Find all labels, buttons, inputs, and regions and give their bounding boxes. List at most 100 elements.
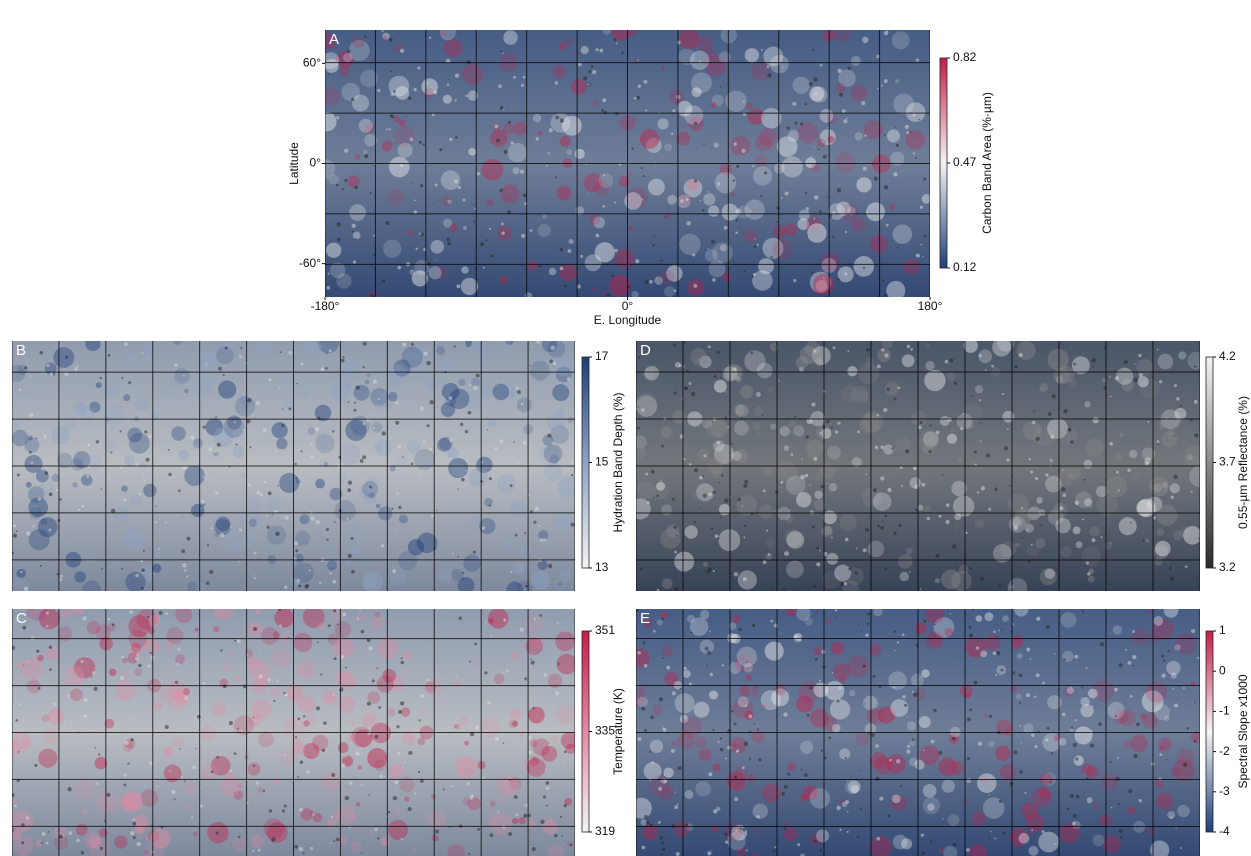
rock xyxy=(867,612,871,616)
rock xyxy=(621,51,624,55)
texture xyxy=(290,739,305,755)
texture xyxy=(1129,449,1138,459)
rock xyxy=(1138,798,1142,803)
rock xyxy=(414,792,417,795)
rock xyxy=(16,473,20,477)
rock xyxy=(711,239,715,244)
texture xyxy=(895,79,900,84)
texture xyxy=(922,431,939,447)
rock xyxy=(836,188,842,193)
texture xyxy=(279,472,300,493)
texture xyxy=(17,390,27,399)
rock xyxy=(358,609,362,611)
texture xyxy=(974,518,985,529)
rock xyxy=(809,686,813,690)
texture xyxy=(164,640,175,651)
rock xyxy=(1018,701,1021,705)
rock xyxy=(637,84,641,88)
rock xyxy=(359,459,364,463)
rock xyxy=(1072,821,1076,826)
texture xyxy=(911,410,927,427)
rock xyxy=(744,704,747,707)
texture xyxy=(575,206,585,216)
rock xyxy=(717,740,720,743)
rock xyxy=(733,367,737,371)
texture xyxy=(672,410,686,424)
rock xyxy=(569,153,571,155)
rock xyxy=(1127,661,1132,665)
texture xyxy=(797,218,810,230)
rock xyxy=(1036,616,1041,621)
rock xyxy=(554,81,559,85)
texture xyxy=(435,266,449,280)
rock xyxy=(953,381,957,385)
texture xyxy=(254,609,262,614)
texture xyxy=(312,734,329,751)
texture xyxy=(542,214,548,220)
rock xyxy=(325,366,328,370)
rock xyxy=(822,277,825,279)
rock xyxy=(1006,428,1009,431)
texture xyxy=(37,517,58,537)
rock xyxy=(327,624,331,628)
rock xyxy=(994,487,998,491)
rock xyxy=(136,653,139,657)
rock xyxy=(1001,629,1003,631)
rock xyxy=(716,350,720,355)
texture xyxy=(853,256,875,277)
rock xyxy=(398,709,402,714)
texture xyxy=(488,609,509,629)
texture xyxy=(1163,609,1179,618)
rock xyxy=(595,233,600,238)
rock xyxy=(561,834,564,837)
rock xyxy=(976,491,980,494)
rock xyxy=(1031,420,1036,424)
texture xyxy=(192,831,198,837)
rock xyxy=(390,114,395,119)
rock xyxy=(93,729,96,732)
texture xyxy=(811,346,831,366)
texture xyxy=(816,138,826,148)
rock xyxy=(949,613,952,615)
rock xyxy=(514,533,518,537)
texture xyxy=(924,342,930,348)
rock xyxy=(988,794,990,796)
texture xyxy=(345,419,367,442)
texture xyxy=(1163,715,1170,722)
rock xyxy=(1184,565,1188,568)
texture xyxy=(84,453,102,472)
texture xyxy=(944,627,954,637)
rock xyxy=(1123,361,1127,365)
rock xyxy=(354,185,358,190)
rock xyxy=(865,473,868,476)
texture xyxy=(367,691,381,705)
rock xyxy=(26,660,29,663)
rock xyxy=(658,787,663,791)
rock xyxy=(470,794,474,798)
texture xyxy=(1107,701,1125,720)
rock xyxy=(998,629,1000,632)
texture xyxy=(123,527,145,549)
texture xyxy=(383,239,402,258)
texture xyxy=(1058,737,1067,746)
texture xyxy=(693,701,710,718)
rock xyxy=(702,475,704,478)
texture xyxy=(537,560,548,571)
texture xyxy=(553,355,574,377)
rock xyxy=(416,736,418,739)
texture xyxy=(216,346,234,365)
texture xyxy=(758,258,775,275)
rock xyxy=(1069,793,1074,799)
rock xyxy=(707,851,712,856)
rock xyxy=(910,348,914,351)
rock xyxy=(376,667,379,670)
rock xyxy=(164,521,167,524)
rock xyxy=(429,400,434,405)
rock xyxy=(209,569,214,575)
rock xyxy=(906,715,909,718)
texture xyxy=(679,233,701,255)
texture xyxy=(335,805,355,826)
texture xyxy=(363,575,376,588)
rock xyxy=(545,804,548,807)
texture xyxy=(1087,503,1093,509)
